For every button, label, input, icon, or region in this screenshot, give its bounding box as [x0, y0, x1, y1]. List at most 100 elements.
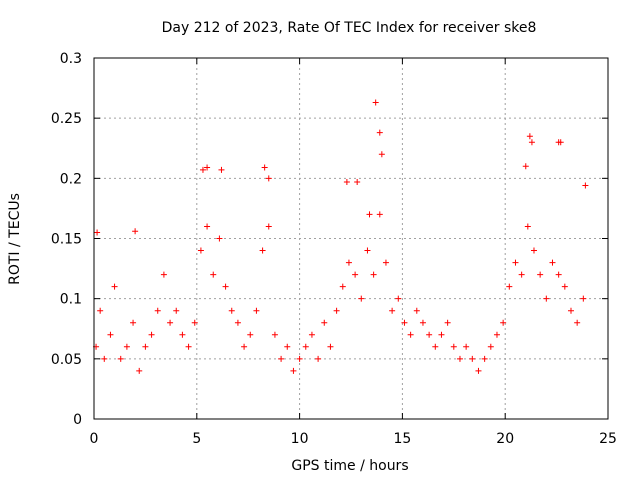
data-point — [555, 271, 562, 278]
data-point — [354, 178, 361, 185]
data-point — [117, 355, 124, 362]
data-point — [506, 283, 513, 290]
data-point — [107, 331, 114, 338]
data-point — [438, 331, 445, 338]
data-point — [222, 283, 229, 290]
y-axis-ticks: 0 0.05 0.1 0.15 0.2 0.25 0.3 — [51, 51, 608, 428]
data-point — [526, 133, 533, 140]
data-point — [419, 319, 426, 326]
data-point — [265, 223, 272, 230]
data-point — [487, 343, 494, 350]
data-point — [557, 139, 564, 146]
x-tick-label: 0 — [90, 431, 99, 447]
data-point — [561, 283, 568, 290]
data-point — [167, 319, 174, 326]
data-point — [136, 367, 143, 374]
data-point — [389, 307, 396, 314]
data-point — [185, 343, 192, 350]
data-point — [271, 331, 278, 338]
y-tick-label: 0.05 — [51, 352, 82, 368]
data-point — [101, 355, 108, 362]
data-point — [549, 259, 556, 266]
data-point — [395, 295, 402, 302]
x-tick-label: 5 — [192, 431, 201, 447]
x-axis-label: GPS time / hours — [291, 458, 408, 474]
data-point — [173, 307, 180, 314]
data-point — [259, 247, 266, 254]
data-point — [567, 307, 574, 314]
data-point — [148, 331, 155, 338]
data-point — [456, 355, 463, 362]
x-tick-label: 25 — [599, 431, 617, 447]
data-point — [358, 295, 365, 302]
data-point — [345, 259, 352, 266]
data-point — [493, 331, 500, 338]
data-point — [265, 175, 272, 182]
data-point — [463, 343, 470, 350]
data-point — [469, 355, 476, 362]
data-point — [241, 343, 248, 350]
data-point — [111, 283, 118, 290]
data-point — [512, 259, 519, 266]
data-point — [450, 343, 457, 350]
y-tick-label: 0.25 — [51, 111, 82, 127]
data-point — [247, 331, 254, 338]
data-point — [537, 271, 544, 278]
data-point — [432, 343, 439, 350]
data-point — [179, 331, 186, 338]
data-point — [364, 247, 371, 254]
data-point — [315, 355, 322, 362]
data-point — [413, 307, 420, 314]
data-point — [401, 319, 408, 326]
y-tick-label: 0 — [73, 412, 82, 428]
data-point — [130, 319, 137, 326]
data-point — [308, 331, 315, 338]
data-point — [500, 319, 507, 326]
data-point — [376, 211, 383, 218]
data-point — [582, 182, 589, 189]
grid-lines — [94, 58, 608, 419]
data-point — [382, 259, 389, 266]
x-tick-label: 20 — [496, 431, 514, 447]
y-tick-label: 0.3 — [60, 51, 82, 67]
y-tick-label: 0.1 — [60, 292, 82, 308]
x-tick-label: 15 — [393, 431, 411, 447]
data-points — [93, 99, 589, 374]
data-point — [132, 228, 139, 235]
data-point — [197, 247, 204, 254]
data-point — [278, 355, 285, 362]
data-point — [339, 283, 346, 290]
data-point — [199, 166, 206, 173]
data-point — [370, 271, 377, 278]
data-point — [475, 367, 482, 374]
data-point — [327, 343, 334, 350]
data-point — [160, 271, 167, 278]
data-point — [481, 355, 488, 362]
data-point — [234, 319, 241, 326]
data-point — [97, 307, 104, 314]
x-axis-ticks: 0 5 10 15 20 25 — [90, 58, 617, 447]
x-tick-label: 10 — [291, 431, 309, 447]
data-point — [378, 151, 385, 158]
data-point — [574, 319, 581, 326]
data-point — [352, 271, 359, 278]
data-point — [343, 178, 350, 185]
data-point — [204, 164, 211, 171]
data-point — [261, 164, 268, 171]
data-point — [218, 166, 225, 173]
chart-title: Day 212 of 2023, Rate Of TEC Index for r… — [162, 20, 537, 36]
data-point — [296, 355, 303, 362]
data-point — [376, 129, 383, 136]
data-point — [580, 295, 587, 302]
data-point — [522, 163, 529, 170]
y-axis-label: ROTI / TECUs — [7, 193, 23, 285]
data-point — [333, 307, 340, 314]
data-point — [216, 235, 223, 242]
data-point — [253, 307, 260, 314]
data-point — [204, 223, 211, 230]
data-point — [154, 307, 161, 314]
data-point — [290, 367, 297, 374]
data-point — [407, 331, 414, 338]
data-point — [94, 229, 101, 236]
